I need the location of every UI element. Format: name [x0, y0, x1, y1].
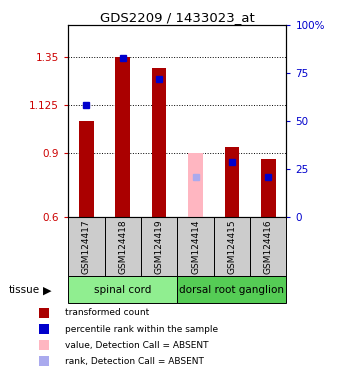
Text: GSM124417: GSM124417 [82, 219, 91, 274]
Bar [214, 217, 250, 276]
Text: GSM124416: GSM124416 [264, 219, 273, 274]
Text: spinal cord: spinal cord [94, 285, 151, 295]
Bar [261, 159, 276, 217]
Bar [105, 217, 141, 276]
Text: GSM124419: GSM124419 [154, 219, 164, 274]
Bar [141, 217, 177, 276]
Text: value, Detection Call = ABSENT: value, Detection Call = ABSENT [65, 341, 208, 350]
Text: ▶: ▶ [43, 285, 51, 295]
Bar [79, 121, 94, 217]
Bar [177, 276, 286, 303]
Bar [68, 217, 105, 276]
Bar [177, 217, 214, 276]
Bar [225, 147, 239, 217]
Text: GSM124418: GSM124418 [118, 219, 127, 274]
Text: percentile rank within the sample: percentile rank within the sample [65, 324, 218, 334]
Bar [250, 217, 286, 276]
Bar [68, 276, 177, 303]
Title: GDS2209 / 1433023_at: GDS2209 / 1433023_at [100, 11, 255, 24]
Text: transformed count: transformed count [65, 308, 149, 318]
Bar [188, 153, 203, 217]
Text: dorsal root ganglion: dorsal root ganglion [179, 285, 284, 295]
Text: GSM124414: GSM124414 [191, 220, 200, 274]
Text: GSM124415: GSM124415 [227, 219, 236, 274]
Bar [116, 57, 130, 217]
Text: tissue: tissue [9, 285, 40, 295]
Bar [152, 68, 166, 217]
Text: rank, Detection Call = ABSENT: rank, Detection Call = ABSENT [65, 357, 204, 366]
